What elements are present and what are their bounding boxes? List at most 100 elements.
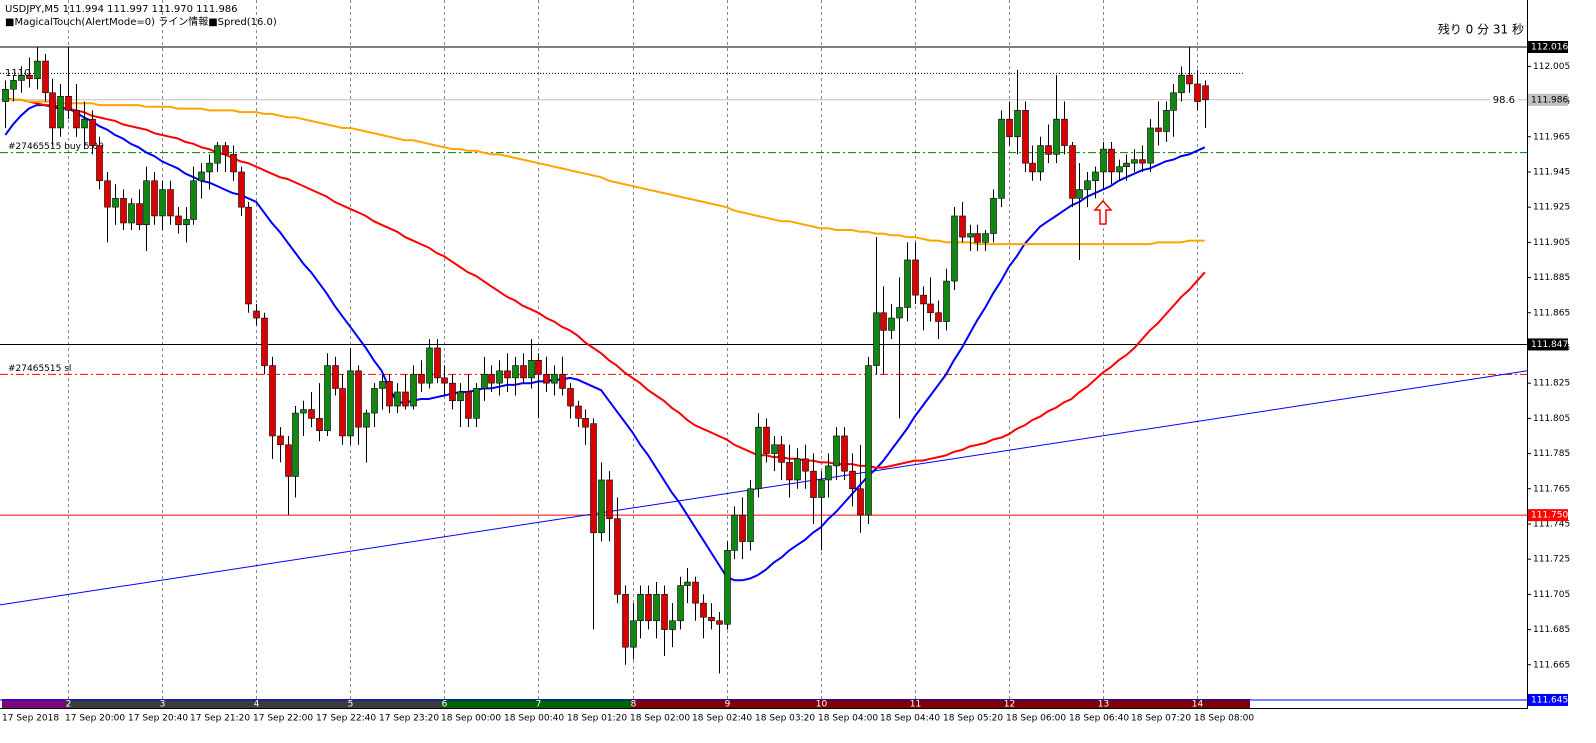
indicator-line: ■MagicalTouch(AlertMode=0) ライン情報■Spred(1… bbox=[5, 15, 277, 28]
candle-body bbox=[888, 317, 895, 331]
candle-body bbox=[426, 347, 433, 384]
candle-body bbox=[481, 374, 488, 389]
candle-body bbox=[1092, 171, 1099, 182]
candle-body bbox=[261, 317, 268, 366]
candle-body bbox=[190, 180, 197, 220]
candle-body bbox=[692, 581, 699, 604]
session-bar bbox=[2, 699, 1250, 708]
candle-body bbox=[614, 518, 621, 595]
candle-body bbox=[739, 514, 746, 542]
candle-body bbox=[802, 458, 809, 472]
candle-body bbox=[104, 180, 111, 208]
hour-label: 11 bbox=[910, 700, 921, 710]
candle-body bbox=[700, 602, 707, 618]
candle-body bbox=[1076, 189, 1083, 199]
candle-body bbox=[810, 470, 817, 498]
x-tick-label: 17 Sep 20:40 bbox=[128, 714, 188, 724]
candle-body bbox=[230, 154, 237, 173]
price-box-label: 111.847 bbox=[1531, 340, 1568, 350]
x-tick-label: 17 Sep 21:20 bbox=[190, 714, 250, 724]
candle-body bbox=[308, 409, 315, 419]
candle-body bbox=[449, 382, 456, 402]
candle-body bbox=[112, 198, 119, 208]
candle-body bbox=[849, 470, 856, 490]
candle-body bbox=[661, 594, 668, 630]
candle-body bbox=[998, 118, 1005, 199]
candle-body bbox=[873, 312, 880, 366]
candle-body bbox=[786, 462, 793, 481]
price-box-label: 112.016 bbox=[1531, 43, 1568, 53]
plot-layer: #27465515 buy 5.00 #27465515 sl bbox=[0, 0, 1528, 701]
candle-body bbox=[794, 458, 801, 481]
session-segment bbox=[66, 699, 442, 708]
candle-body bbox=[551, 374, 558, 384]
candle-body bbox=[136, 203, 143, 226]
candle-body bbox=[316, 418, 323, 431]
y-tick-label: 111.885 bbox=[1533, 273, 1570, 283]
candle-body bbox=[151, 180, 158, 217]
price-box bbox=[1528, 338, 1568, 351]
candle-body bbox=[1131, 159, 1138, 164]
candle-body bbox=[724, 550, 731, 625]
candle-body bbox=[982, 233, 989, 243]
candle-body bbox=[143, 180, 150, 226]
ma-line bbox=[5, 98, 1205, 246]
candle-body bbox=[300, 409, 307, 414]
x-tick-label: 18 Sep 04:00 bbox=[818, 714, 878, 724]
trendline bbox=[0, 370, 1528, 606]
indicator-value: 98.6 bbox=[1493, 95, 1515, 106]
x-tick-label: 18 Sep 04:40 bbox=[880, 714, 940, 724]
candle-body bbox=[465, 391, 472, 419]
price-box-label: 111.986 bbox=[1531, 95, 1568, 105]
price-box bbox=[1528, 93, 1568, 106]
candle-body bbox=[857, 488, 864, 516]
candle-body bbox=[410, 374, 417, 407]
candle-body bbox=[285, 444, 292, 477]
candle-body bbox=[1116, 166, 1123, 173]
x-tick-label: 17 Sep 2018 bbox=[2, 714, 59, 724]
ma-line bbox=[4, 104, 1206, 582]
candle-body bbox=[716, 620, 723, 625]
y-tick-label: 111.925 bbox=[1533, 203, 1570, 213]
candle-body bbox=[347, 370, 354, 437]
candle-body bbox=[1194, 83, 1201, 102]
y-tick-label: 111.945 bbox=[1533, 167, 1570, 177]
x-tick-label: 18 Sep 08:00 bbox=[1194, 714, 1254, 724]
y-tick-label: 111.805 bbox=[1533, 414, 1570, 424]
candle-body bbox=[943, 280, 950, 322]
candle-body bbox=[1022, 110, 1029, 164]
price-box-label: 111.645 bbox=[1531, 695, 1568, 705]
hour-label: 9 bbox=[725, 700, 731, 710]
candle-body bbox=[253, 310, 260, 319]
x-tick-label: 18 Sep 00:40 bbox=[504, 714, 564, 724]
candle-body bbox=[292, 412, 299, 477]
candle-body bbox=[42, 60, 49, 94]
order-label: #27465515 sl bbox=[8, 364, 71, 374]
hour-label: 3 bbox=[160, 700, 166, 710]
x-tick-label: 18 Sep 06:00 bbox=[1006, 714, 1066, 724]
candle-body bbox=[731, 514, 738, 551]
candle-body bbox=[1186, 74, 1193, 85]
candle-body bbox=[590, 423, 597, 534]
candle-body bbox=[57, 95, 64, 129]
x-tick-label: 18 Sep 05:20 bbox=[943, 714, 1003, 724]
candle-body bbox=[167, 189, 174, 217]
x-tick-label: 17 Sep 20:00 bbox=[65, 714, 125, 724]
x-tick-label: 18 Sep 00:00 bbox=[441, 714, 501, 724]
candle-body bbox=[371, 388, 378, 414]
y-tick-label: 111.785 bbox=[1533, 449, 1570, 459]
candle-body bbox=[669, 620, 676, 630]
candle-body bbox=[339, 388, 346, 437]
candle-body bbox=[904, 259, 911, 308]
candle-body bbox=[825, 465, 832, 481]
candle-body bbox=[473, 388, 480, 419]
candle-body bbox=[277, 435, 284, 446]
candle-body bbox=[1037, 145, 1044, 173]
y-tick-label: 111.765 bbox=[1533, 484, 1570, 494]
price-box bbox=[1528, 41, 1568, 53]
candle-body bbox=[1108, 148, 1115, 173]
candle-body bbox=[1163, 110, 1170, 132]
